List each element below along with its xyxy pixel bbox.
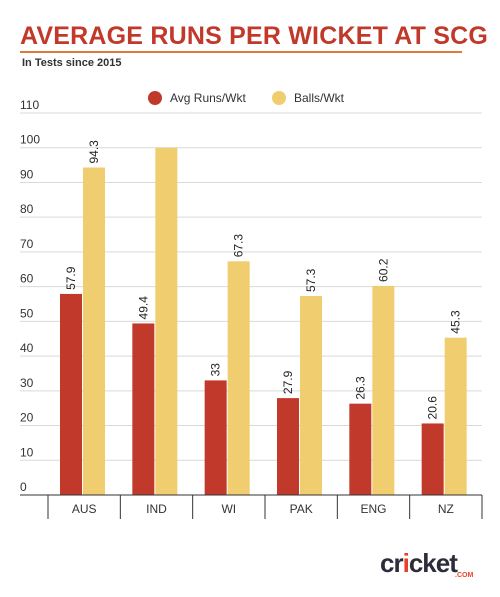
y-tick-label: 110 [20, 98, 39, 112]
y-tick-label: 20 [20, 411, 34, 425]
data-label: 57.9 [64, 266, 78, 290]
x-tick-label: WI [221, 502, 236, 516]
bar [277, 398, 299, 495]
y-tick-label: 70 [20, 237, 34, 251]
y-tick-label: 40 [20, 341, 34, 355]
y-tick-label: 90 [20, 167, 34, 181]
y-tick-label: 30 [20, 376, 34, 390]
legend-swatch [272, 91, 286, 105]
bar [227, 261, 250, 495]
title-underline [20, 51, 462, 53]
bar [83, 167, 105, 495]
y-tick-label: 80 [20, 202, 34, 216]
data-label: 45.3 [449, 310, 463, 334]
bar [349, 403, 372, 495]
x-tick-label: ENG [360, 502, 386, 516]
x-tick-label: IND [146, 502, 167, 516]
data-label: 33 [209, 363, 223, 377]
bar [132, 323, 155, 495]
legend-swatch [148, 91, 162, 105]
y-tick-label: 0 [20, 480, 27, 494]
data-label: 49.4 [136, 296, 150, 320]
y-tick-label: 100 [20, 133, 40, 147]
bar [300, 296, 322, 495]
data-label: 60.2 [376, 258, 390, 282]
y-tick-label: 10 [20, 445, 34, 459]
legend-label: Balls/Wkt [294, 91, 345, 105]
chart-title: AVERAGE RUNS PER WICKET AT SCG [20, 22, 489, 50]
bar [155, 147, 178, 495]
data-label: 57.3 [304, 268, 318, 292]
bar [444, 337, 467, 495]
x-tick-label: NZ [438, 502, 454, 516]
brand-logo: cricket [380, 548, 458, 578]
data-label: 26.3 [353, 376, 367, 400]
x-tick-label: PAK [290, 502, 313, 516]
brand-logo-suffix: .COM [455, 572, 474, 579]
bar [421, 423, 444, 495]
x-tick-label: AUS [72, 502, 97, 516]
bar [372, 285, 395, 495]
data-label: 67.3 [232, 234, 246, 258]
legend-label: Avg Runs/Wkt [170, 91, 246, 105]
data-label: 27.9 [281, 370, 295, 394]
data-label: 94.3 [87, 140, 101, 164]
data-label: 20.6 [426, 396, 440, 420]
chart-subtitle: In Tests since 2015 [22, 57, 122, 69]
bar [60, 293, 82, 495]
bar [204, 380, 227, 495]
y-tick-label: 50 [20, 306, 34, 320]
y-tick-label: 60 [20, 272, 34, 286]
